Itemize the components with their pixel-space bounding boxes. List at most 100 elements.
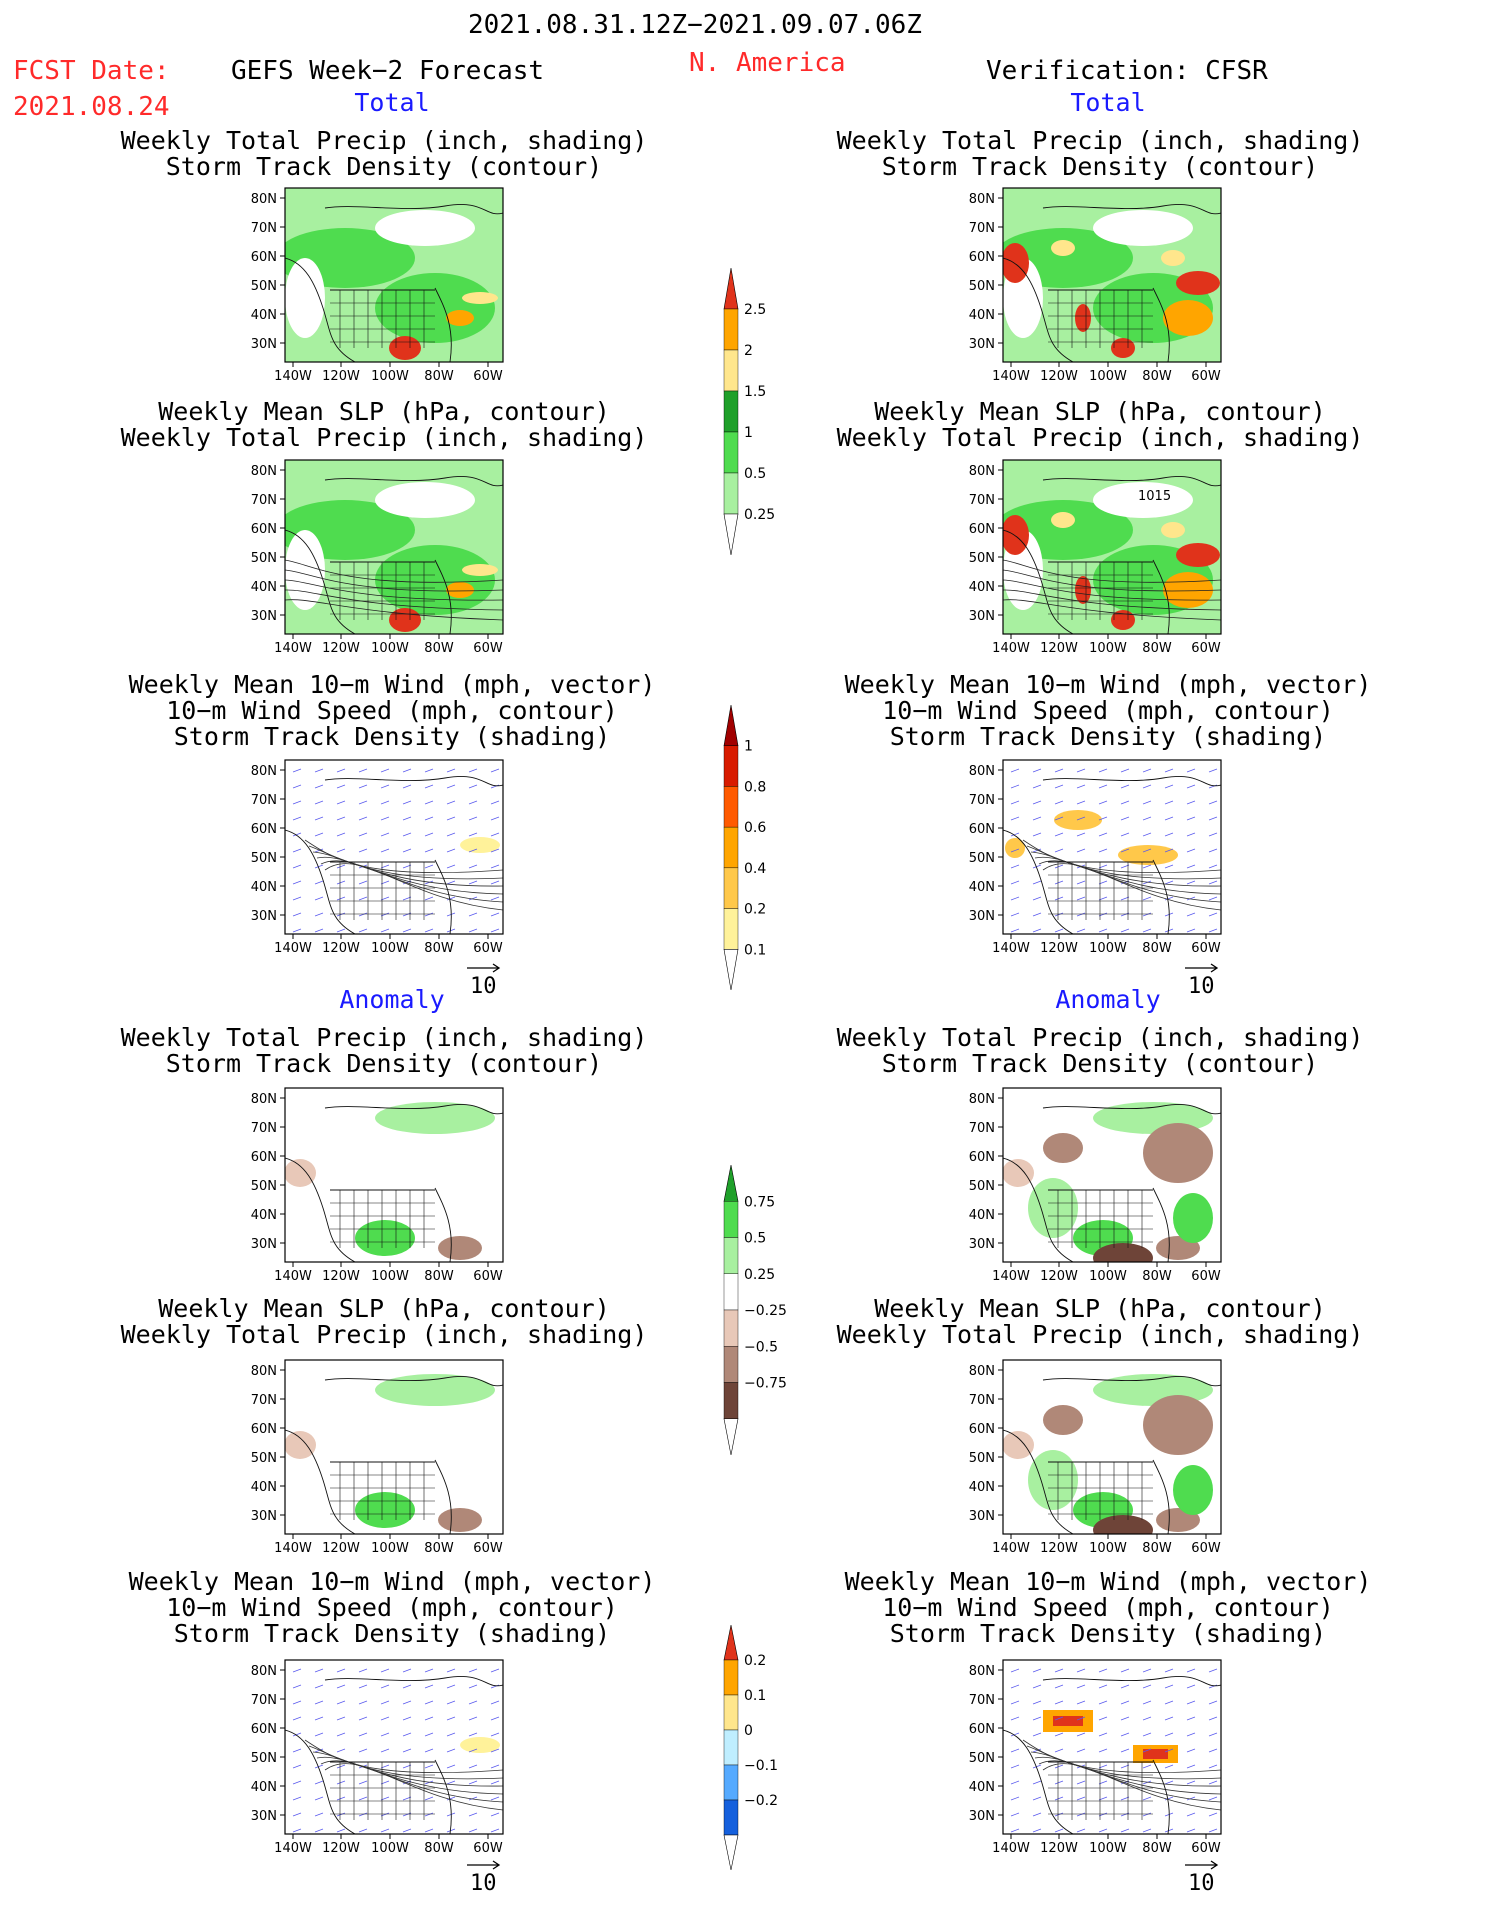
colorbar-label: 0.25	[744, 507, 775, 523]
wind-vector	[1142, 1668, 1152, 1673]
wind-vector	[358, 1700, 368, 1705]
colorbar-segment	[723, 826, 739, 869]
wind-vector	[1076, 848, 1086, 853]
wind-vector	[1164, 928, 1174, 933]
lat-label: 40N	[251, 1480, 277, 1495]
precip-shading	[1161, 250, 1185, 266]
title-r5-b: Weekly Total Precip (inch, shading)	[836, 1320, 1364, 1349]
coastline	[285, 1429, 356, 1534]
title-r6-a: Weekly Mean 10−m Wind (mph, vector)	[844, 1567, 1372, 1596]
title-r2-b: Weekly Total Precip (inch, shading)	[836, 423, 1364, 452]
wind-vector	[468, 1668, 478, 1673]
wind-vector	[336, 800, 346, 805]
lon-label: 60W	[1191, 1541, 1221, 1556]
wind-vector	[1208, 1748, 1218, 1753]
colorbar-segment	[723, 1346, 739, 1383]
coastline	[434, 287, 452, 362]
coastline	[1042, 476, 1221, 487]
wind-vector	[1186, 928, 1196, 933]
wind-vector	[336, 1812, 346, 1817]
wind-vector	[1098, 1764, 1108, 1769]
wind-vector	[1208, 1700, 1218, 1705]
precip-shading	[1163, 300, 1213, 336]
wind-vector	[1142, 928, 1152, 933]
wind-vector	[1208, 1828, 1218, 1833]
title-l5-b: Weekly Total Precip (inch, shading)	[120, 1320, 648, 1349]
lon-label: 140W	[992, 941, 1030, 956]
wind-vector	[1120, 1764, 1130, 1769]
lon-label: 140W	[274, 1841, 312, 1856]
wind-vector	[1164, 832, 1174, 837]
wind-vector	[1010, 1732, 1020, 1737]
fcst-date: 2021.08.24	[13, 92, 170, 122]
wind-vector	[402, 1716, 412, 1721]
wind-vector	[468, 864, 478, 869]
wind-vector	[490, 768, 500, 773]
lat-label: 60N	[251, 822, 277, 837]
wind-vector	[336, 1716, 346, 1721]
wind-vector	[1010, 848, 1020, 853]
speed-contour	[324, 863, 503, 911]
fcst-date-label: FCST Date:	[13, 56, 170, 86]
colorbar-label: 0.2	[744, 1653, 766, 1669]
wind-vector	[424, 1796, 434, 1801]
wind-vector	[1032, 768, 1042, 773]
wind-vector	[1120, 1812, 1130, 1817]
wind-vector	[336, 928, 346, 933]
wind-vector	[1098, 1748, 1108, 1753]
wind-vector	[1076, 928, 1086, 933]
lon-label: 80W	[424, 369, 454, 384]
lat-label: 60N	[251, 1722, 277, 1737]
precip-shading	[389, 608, 421, 632]
storm-shading	[1118, 845, 1178, 865]
wind-vector	[1142, 800, 1152, 805]
wind-vector	[1010, 1668, 1020, 1673]
wind-vector	[402, 816, 412, 821]
wind-vector	[380, 1732, 390, 1737]
wind-vector	[402, 864, 412, 869]
wind-vector	[1120, 1668, 1130, 1673]
storm-shading	[460, 837, 500, 853]
wind-vector	[490, 1716, 500, 1721]
wind-vector	[1076, 1700, 1086, 1705]
anomaly-shading	[1143, 1123, 1213, 1183]
wind-vector	[446, 848, 456, 853]
map-frame	[1002, 187, 1222, 363]
lat-label: 80N	[251, 1664, 277, 1679]
wind-vector	[336, 1668, 346, 1673]
wind-vector	[292, 1780, 302, 1785]
anomaly-shading	[1093, 1515, 1153, 1534]
lon-label: 60W	[1191, 1841, 1221, 1856]
lat-label: 50N	[969, 551, 995, 566]
wind-vector	[1010, 928, 1020, 933]
lon-label: 120W	[322, 369, 360, 384]
lon-label: 100W	[371, 1541, 409, 1556]
storm-shading	[1053, 1716, 1083, 1726]
lon-label: 60W	[1191, 1269, 1221, 1284]
anomaly-shading	[1043, 1133, 1083, 1163]
coastline	[285, 829, 356, 934]
lon-label: 80W	[1142, 1841, 1172, 1856]
lat-label: 80N	[251, 1364, 277, 1379]
lat-label: 70N	[251, 221, 277, 236]
wind-vector	[358, 1748, 368, 1753]
lon-label: 80W	[424, 941, 454, 956]
lat-label: 80N	[969, 764, 995, 779]
lat-label: 70N	[969, 1393, 995, 1408]
wind-vector	[1208, 896, 1218, 901]
wind-vector	[292, 1716, 302, 1721]
coastline	[324, 776, 503, 787]
lon-label: 100W	[371, 1841, 409, 1856]
map-frame	[284, 759, 504, 935]
lat-label: 80N	[969, 1664, 995, 1679]
wind-vector	[336, 896, 346, 901]
wind-vector	[1120, 1684, 1130, 1689]
wind-vector	[1186, 1700, 1196, 1705]
title-l3-a: Weekly Mean 10−m Wind (mph, vector)	[128, 670, 656, 699]
wind-vector	[1120, 1828, 1130, 1833]
wind-vector	[424, 832, 434, 837]
wind-vector	[1164, 1796, 1174, 1801]
wind-vector	[1098, 800, 1108, 805]
wind-vector	[380, 1748, 390, 1753]
wind-vector	[1076, 1828, 1086, 1833]
